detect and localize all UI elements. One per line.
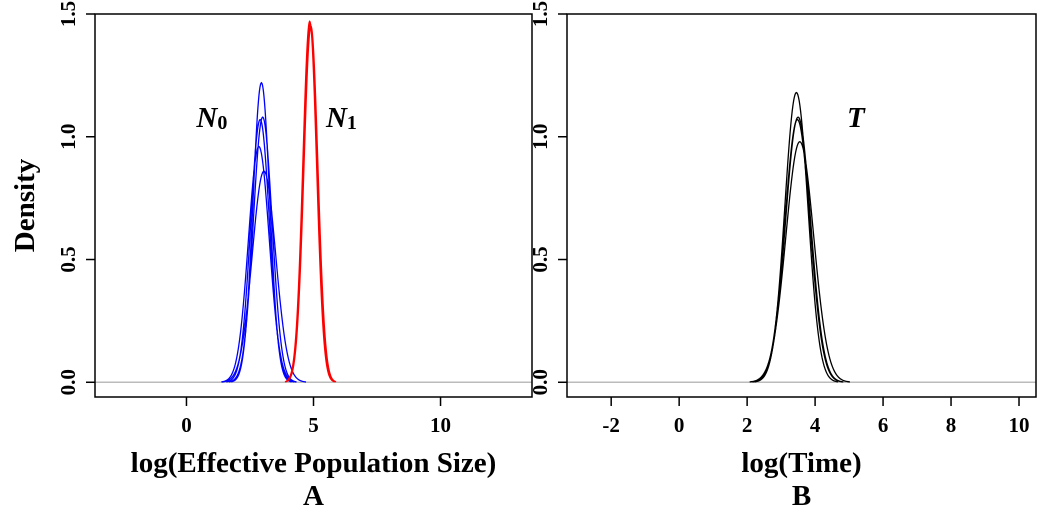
panel-label: B xyxy=(792,480,811,512)
density-curve-3 xyxy=(752,118,843,383)
curve-annotation: T xyxy=(847,102,866,134)
y-tick-label: 0.5 xyxy=(528,246,552,272)
x-tick-label: 10 xyxy=(430,413,451,437)
y-tick-label: 0.5 xyxy=(56,246,80,272)
x-axis-title: log(Time) xyxy=(741,447,861,479)
density-curve-2 xyxy=(221,145,297,383)
density-curve-4 xyxy=(226,118,295,383)
x-tick-label: -2 xyxy=(602,413,620,437)
x-axis-title: log(Effective Population Size) xyxy=(131,447,497,479)
density-curve-1 xyxy=(228,116,297,383)
panel-b: -2 0 2 4 6 8 10 0.0 0.5 1.0 1.5 log(Time)B T xyxy=(528,1,1037,512)
y-tick-label: 1.5 xyxy=(56,1,80,27)
density-curve-3 xyxy=(221,170,307,383)
x-tick-label: 8 xyxy=(946,413,957,437)
curve-annotation: N1 xyxy=(325,102,357,134)
x-tick-label: 0 xyxy=(181,413,192,437)
x-tick-label: 4 xyxy=(810,413,821,437)
density-curve-2 xyxy=(749,140,851,383)
y-axis-title: Density xyxy=(9,158,41,252)
density-curve-1 xyxy=(752,116,844,383)
y-tick-label: 0.0 xyxy=(56,369,80,395)
y-tick-label: 0.0 xyxy=(528,369,552,395)
density-curve-7 xyxy=(285,22,336,383)
x-tick-label: 5 xyxy=(308,413,319,437)
plot-frame xyxy=(566,13,1037,398)
y-tick-label: 1.0 xyxy=(528,124,552,150)
x-tick-label: 2 xyxy=(742,413,753,437)
y-tick-label: 1.0 xyxy=(56,124,80,150)
density-curve-5 xyxy=(284,20,335,383)
panel-a: 0 5 10 0.0 0.5 1.0 1.5 log(Effective Population… xyxy=(9,1,533,512)
panel-label: A xyxy=(303,480,324,512)
x-tick-label: 10 xyxy=(1009,413,1030,437)
curve-annotation: N0 xyxy=(195,102,227,134)
x-tick-label: 0 xyxy=(674,413,685,437)
y-tick-label: 1.5 xyxy=(528,1,552,27)
density-curve-6 xyxy=(285,25,337,383)
x-tick-label: 6 xyxy=(878,413,889,437)
